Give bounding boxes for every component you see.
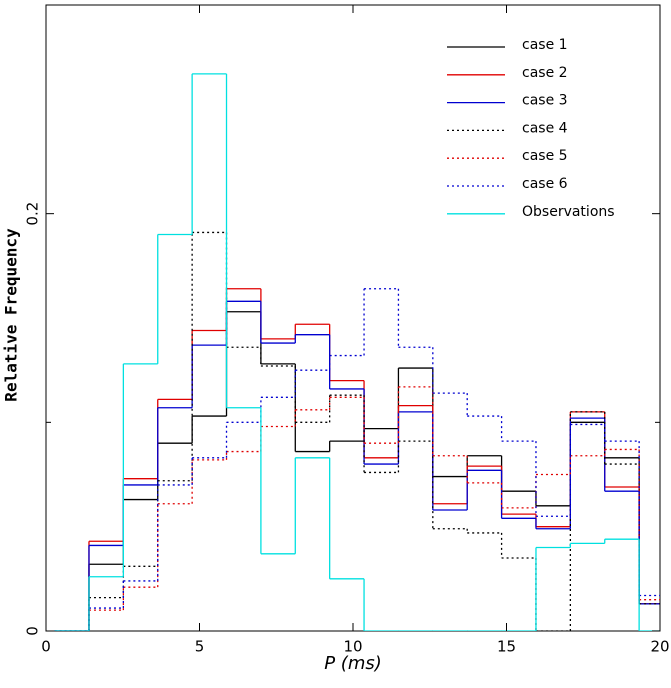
- legend-label: case 5: [522, 148, 568, 164]
- legend-label: case 2: [522, 65, 568, 81]
- plot-frame: [45, 4, 661, 632]
- y-axis-label: Relative Frequency: [2, 228, 21, 402]
- x-tick-label: 20: [650, 638, 669, 656]
- x-axis-label: P (ms): [324, 653, 382, 674]
- legend-label: case 1: [522, 37, 568, 53]
- legend-label: Observations: [522, 204, 615, 220]
- y-tick-label: 0: [24, 626, 42, 636]
- legend-label: case 6: [522, 176, 568, 192]
- x-tick-label: 10: [343, 638, 362, 656]
- x-tick-label: 5: [195, 638, 205, 656]
- y-tick-label: 0.2: [24, 202, 42, 226]
- plot-area: [54, 73, 660, 631]
- x-tick-label: 15: [497, 638, 516, 656]
- x-tick-label: 0: [41, 638, 51, 656]
- legend-label: case 3: [522, 93, 568, 109]
- legend-label: case 4: [522, 120, 568, 136]
